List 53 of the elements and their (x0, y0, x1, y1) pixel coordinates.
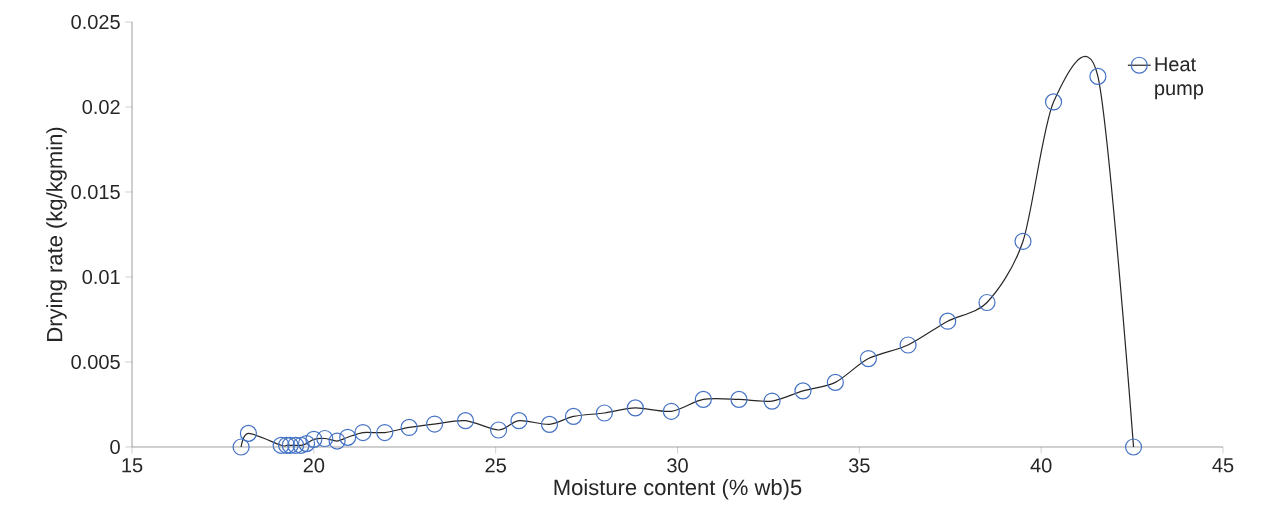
point (540, 415, 559, 433)
point (305, 430, 323, 448)
x-tick-label: 25 (485, 458, 506, 473)
point (281, 436, 299, 454)
point (1044, 93, 1063, 111)
point (489, 421, 508, 439)
point (316, 429, 334, 448)
point (978, 293, 996, 312)
x-tick-label: 20 (303, 458, 325, 473)
y-tick-label: 0.02 (82, 99, 120, 115)
point (730, 390, 748, 408)
y-tick-label: 0.01 (82, 269, 120, 285)
point (456, 412, 475, 430)
point (595, 404, 614, 422)
point (939, 312, 957, 330)
y-tick-label: 0.015 (71, 184, 120, 200)
point (794, 382, 812, 400)
x-axis-title: Moisture content (% wb)5 (554, 479, 802, 500)
point (277, 436, 296, 454)
x-tick-label: 30 (667, 458, 688, 473)
point (763, 392, 781, 410)
point (297, 434, 316, 453)
point (339, 428, 357, 446)
point (328, 432, 346, 450)
y-tick-label: 0.005 (71, 354, 120, 370)
point (292, 436, 310, 454)
point (859, 349, 878, 368)
point (626, 399, 644, 417)
point (826, 373, 844, 391)
x-tick-label: 15 (122, 458, 143, 473)
y-axis-title: Drying rate (kg/kgmin) (46, 127, 67, 341)
x-tick-label: 45 (1212, 458, 1234, 473)
point (400, 418, 418, 437)
point (662, 402, 680, 420)
point (239, 424, 257, 442)
point (1014, 232, 1032, 250)
point (510, 412, 528, 430)
point (376, 423, 394, 442)
x-tick-label: 35 (848, 458, 870, 473)
point (287, 436, 305, 454)
point (564, 407, 583, 425)
point (232, 438, 250, 456)
y-tick-label: 0.025 (71, 14, 120, 30)
x-tick-label: 40 (1030, 458, 1052, 473)
point (1089, 67, 1107, 85)
point (1124, 438, 1143, 456)
point (354, 423, 372, 442)
point (272, 436, 290, 454)
legend-label: Heat pump (1155, 57, 1204, 100)
y-tick-label: 0 (110, 439, 120, 455)
point (694, 390, 712, 408)
point (899, 336, 917, 354)
point (425, 415, 444, 433)
